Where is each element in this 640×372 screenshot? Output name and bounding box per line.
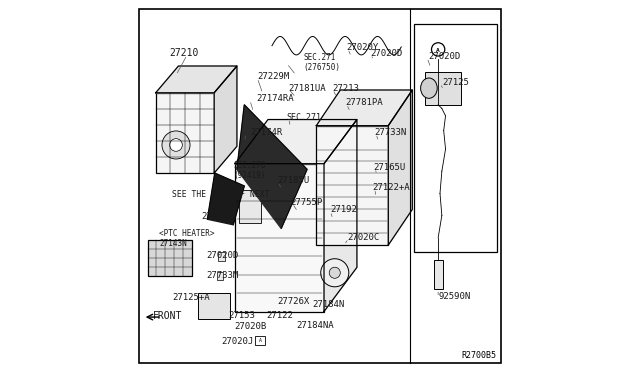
Text: FRONT: FRONT — [153, 311, 182, 321]
Text: 27184NA: 27184NA — [296, 321, 333, 330]
Bar — [148, 240, 192, 276]
Text: 27122: 27122 — [266, 311, 293, 320]
Text: SEC.278
(92419): SEC.278 (92419) — [233, 161, 266, 180]
Circle shape — [329, 267, 340, 278]
Bar — [198, 293, 230, 319]
Bar — [255, 336, 264, 345]
Text: SEE THE PAGE OF NEXT: SEE THE PAGE OF NEXT — [172, 190, 270, 199]
Text: 27153: 27153 — [228, 311, 255, 320]
Text: 27726X: 27726X — [278, 297, 310, 306]
Bar — [239, 190, 260, 223]
Text: 27125+A: 27125+A — [172, 293, 210, 302]
Text: 92590N: 92590N — [438, 292, 470, 301]
Text: 27174R: 27174R — [250, 128, 282, 137]
Text: SEC.271
(276750): SEC.271 (276750) — [303, 52, 340, 72]
Text: 27891M: 27891M — [201, 212, 234, 221]
Polygon shape — [316, 90, 412, 126]
Bar — [414, 23, 497, 253]
Text: R2700B5: R2700B5 — [461, 350, 497, 359]
Text: 27184N: 27184N — [312, 300, 344, 309]
Text: 27020C: 27020C — [348, 233, 380, 242]
Bar — [235, 164, 324, 311]
Bar — [434, 260, 443, 289]
Polygon shape — [237, 105, 307, 228]
Polygon shape — [214, 66, 237, 173]
Text: 27174RA: 27174RA — [257, 94, 294, 103]
Circle shape — [321, 259, 349, 287]
Text: 27229M: 27229M — [257, 72, 289, 81]
Text: 27122+A: 27122+A — [372, 183, 410, 192]
Bar — [216, 272, 223, 280]
Text: 27020D: 27020D — [206, 251, 239, 260]
Text: 27733M: 27733M — [206, 271, 239, 280]
Text: 27213: 27213 — [332, 84, 358, 93]
Polygon shape — [324, 119, 357, 311]
Bar — [316, 126, 388, 245]
Text: 27020B: 27020B — [234, 322, 267, 331]
Circle shape — [170, 139, 182, 151]
Text: 27755P: 27755P — [291, 198, 323, 207]
Bar — [156, 93, 214, 173]
Text: 27020Y: 27020Y — [347, 43, 379, 52]
Polygon shape — [156, 66, 237, 93]
Bar — [425, 71, 461, 105]
Text: 27165U: 27165U — [374, 163, 406, 172]
Text: 27020D: 27020D — [428, 52, 460, 61]
Polygon shape — [207, 173, 244, 225]
Text: 27210: 27210 — [170, 48, 199, 58]
Text: <PTC HEATER>
27143N: <PTC HEATER> 27143N — [159, 229, 215, 248]
Text: SEC.271: SEC.271 — [287, 113, 322, 122]
Text: A: A — [259, 338, 261, 343]
Ellipse shape — [420, 78, 437, 98]
Text: 27125: 27125 — [442, 78, 468, 87]
Text: 27181UA: 27181UA — [289, 84, 326, 93]
Text: 27192: 27192 — [330, 205, 357, 215]
Text: 27020J: 27020J — [221, 337, 253, 346]
Circle shape — [162, 131, 190, 159]
Text: A: A — [436, 48, 440, 52]
Polygon shape — [235, 119, 357, 164]
Text: 27781PA: 27781PA — [345, 99, 383, 108]
Bar — [218, 253, 225, 260]
Text: 27020D: 27020D — [370, 49, 402, 58]
Polygon shape — [388, 90, 412, 245]
Text: 27185U: 27185U — [278, 176, 310, 185]
Text: 27733N: 27733N — [374, 128, 407, 137]
